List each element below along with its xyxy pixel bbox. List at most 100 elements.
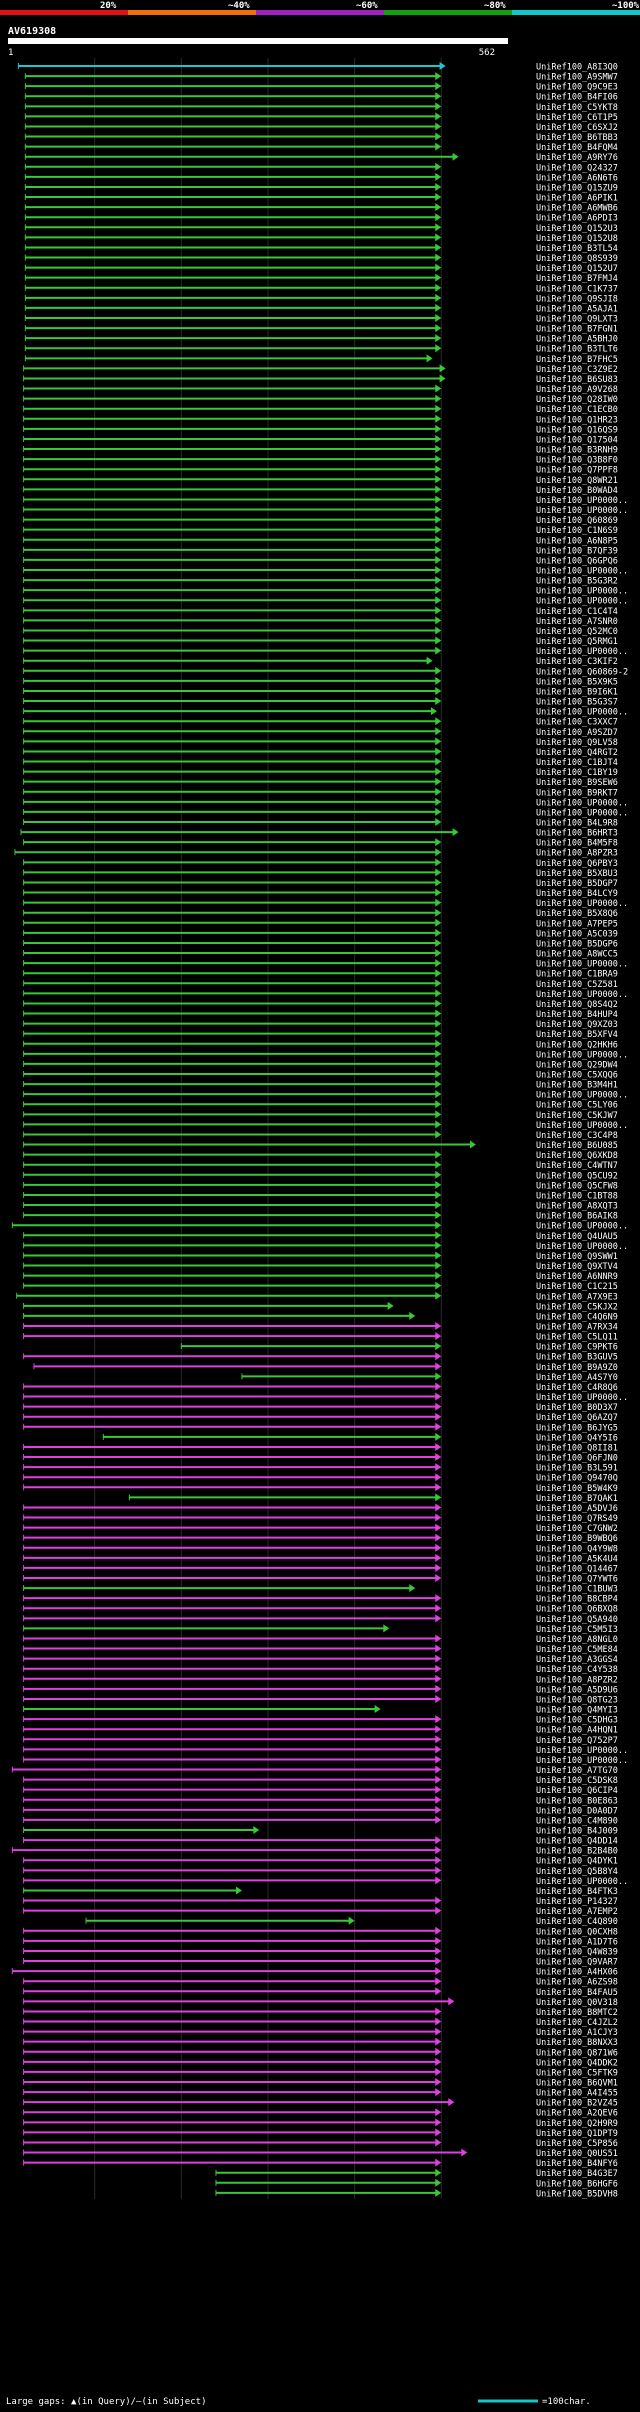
hit-name[interactable]: UniRef100_B4FQM4 <box>536 143 618 153</box>
hit-name[interactable]: UniRef100_UP0000.. <box>536 1756 628 1766</box>
hit-name[interactable]: UniRef100_B0WAD4 <box>536 486 618 496</box>
hit-name[interactable]: UniRef100_B4M5F8 <box>536 839 618 849</box>
hit-name[interactable]: UniRef100_B7QAK1 <box>536 1494 618 1504</box>
hit-row[interactable]: UniRef100_B8CBP4 <box>23 1594 618 1605</box>
hit-row[interactable]: UniRef100_A7PEP5 <box>23 918 618 930</box>
hit-row[interactable]: UniRef100_Q7RS49 <box>23 1513 618 1525</box>
hit-name[interactable]: UniRef100_Q4W839 <box>536 1947 618 1957</box>
hit-name[interactable]: UniRef100_C5Z581 <box>536 980 618 990</box>
hit-name[interactable]: UniRef100_Q9470Q <box>536 1474 618 1484</box>
hit-name[interactable]: UniRef100_B3M4H1 <box>536 1081 618 1091</box>
hit-row[interactable]: UniRef100_B5X9K5 <box>23 676 618 688</box>
hit-name[interactable]: UniRef100_Q9SWW1 <box>536 1252 618 1262</box>
hit-name[interactable]: UniRef100_A7RX34 <box>536 1323 618 1333</box>
hit-row[interactable]: UniRef100_B6HGF6 <box>215 2178 618 2190</box>
hit-row[interactable]: UniRef100_A1D7T6 <box>23 1936 618 1948</box>
hit-row[interactable]: UniRef100_B9SEW6 <box>23 777 618 789</box>
hit-name[interactable]: UniRef100_A3GGS4 <box>536 1655 618 1665</box>
hit-name[interactable]: UniRef100_A7EMP2 <box>536 1907 618 1917</box>
hit-row[interactable]: UniRef100_Q7YWT6 <box>23 1574 618 1585</box>
hit-row[interactable]: UniRef100_Q0CXH8 <box>23 1926 618 1938</box>
hit-name[interactable]: UniRef100_C1N6S9 <box>536 526 618 536</box>
hit-name[interactable]: UniRef100_B6HRT3 <box>536 829 618 839</box>
hit-row[interactable]: UniRef100_C1K737 <box>24 283 618 295</box>
hit-name[interactable]: UniRef100_A6PDI3 <box>536 214 618 224</box>
hit-row[interactable]: UniRef100_A5AJA1 <box>24 303 618 315</box>
hit-name[interactable]: UniRef100_B5X8Q6 <box>536 909 618 919</box>
hit-row[interactable]: UniRef100_B0E863 <box>23 1795 618 1807</box>
hit-row[interactable]: UniRef100_B0D3X7 <box>23 1402 618 1414</box>
hit-row[interactable]: UniRef100_Q60869-2 <box>23 666 629 678</box>
hit-name[interactable]: UniRef100_A5C039 <box>536 929 618 939</box>
hit-name[interactable]: UniRef100_Q9C9E3 <box>536 83 618 93</box>
hit-name[interactable]: UniRef100_A5AJA1 <box>536 304 618 314</box>
hit-row[interactable]: UniRef100_B2B4B0 <box>11 1846 618 1857</box>
hit-name[interactable]: UniRef100_Q6CIP4 <box>536 1786 618 1796</box>
hit-row[interactable]: UniRef100_Q8S4Q2 <box>23 999 618 1010</box>
hit-row[interactable]: UniRef100_B5XFV4 <box>23 1029 618 1041</box>
hit-row[interactable]: UniRef100_C6T1P5 <box>24 112 618 123</box>
hit-row[interactable]: UniRef100_Q4Y5I6 <box>102 1432 618 1444</box>
hit-row[interactable]: UniRef100_A6ZS98 <box>23 1977 618 1988</box>
hit-name[interactable]: UniRef100_B3GUV5 <box>536 1353 618 1363</box>
hit-name[interactable]: UniRef100_B5DGP7 <box>536 879 618 889</box>
hit-name[interactable]: UniRef100_Q8WR21 <box>536 476 618 486</box>
hit-name[interactable]: UniRef100_B5G3R2 <box>536 577 618 587</box>
hit-name[interactable]: UniRef100_Q6FJN0 <box>536 1454 618 1464</box>
hit-name[interactable]: UniRef100_B6JYG5 <box>536 1423 618 1433</box>
hit-row[interactable]: UniRef100_UP0000.. <box>23 596 629 607</box>
hit-row[interactable]: UniRef100_C5FTK9 <box>23 2067 618 2079</box>
hit-row[interactable]: UniRef100_B5XBU3 <box>23 868 618 879</box>
hit-name[interactable]: UniRef100_A7PEP5 <box>536 919 618 929</box>
hit-row[interactable]: UniRef100_C5M5I3 <box>23 1624 618 1635</box>
hit-row[interactable]: UniRef100_Q4W839 <box>23 1946 618 1958</box>
hit-row[interactable]: UniRef100_C1BY19 <box>23 767 618 779</box>
hit-name[interactable]: UniRef100_A4I455 <box>536 2089 618 2099</box>
hit-name[interactable]: UniRef100_Q29DW4 <box>536 1060 618 1070</box>
hit-row[interactable]: UniRef100_Q17504 <box>23 434 618 446</box>
hit-row[interactable]: UniRef100_B6JYG5 <box>23 1422 618 1434</box>
hit-row[interactable]: UniRef100_Q5CU92 <box>23 1170 618 1182</box>
hit-row[interactable]: UniRef100_A5DVJ6 <box>23 1503 618 1514</box>
hit-name[interactable]: UniRef100_Q6BXQ8 <box>536 1605 618 1615</box>
hit-name[interactable]: UniRef100_Q60869 <box>536 516 618 526</box>
hit-name[interactable]: UniRef100_UP0000.. <box>536 647 628 657</box>
hit-row[interactable]: UniRef100_Q14467 <box>23 1563 618 1575</box>
hit-name[interactable]: UniRef100_A4HX06 <box>536 1968 618 1978</box>
hit-name[interactable]: UniRef100_B7FHC5 <box>536 355 618 365</box>
hit-row[interactable]: UniRef100_B4J009 <box>23 1826 618 1837</box>
hit-name[interactable]: UniRef100_A1D7T6 <box>536 1937 618 1947</box>
hit-row[interactable]: UniRef100_Q5RMG1 <box>23 636 618 648</box>
hit-row[interactable]: UniRef100_A5K4U4 <box>23 1553 618 1565</box>
hit-name[interactable]: UniRef100_Q28IW0 <box>536 395 618 405</box>
hit-name[interactable]: UniRef100_B3RNH9 <box>536 446 618 456</box>
hit-name[interactable]: UniRef100_Q4MYI3 <box>536 1706 618 1716</box>
hit-name[interactable]: UniRef100_C1BT88 <box>536 1191 618 1201</box>
hit-row[interactable]: UniRef100_Q8TG23 <box>23 1694 618 1706</box>
hit-name[interactable]: UniRef100_C5P856 <box>536 2139 618 2149</box>
hit-name[interactable]: UniRef100_A9SZD7 <box>536 728 618 738</box>
hit-row[interactable]: UniRef100_B4FI06 <box>24 92 618 103</box>
hit-name[interactable]: UniRef100_Q15ZU9 <box>536 183 618 193</box>
hit-name[interactable]: UniRef100_Q152U8 <box>536 234 618 244</box>
hit-row[interactable]: UniRef100_Q6CIP4 <box>23 1785 618 1797</box>
hit-name[interactable]: UniRef100_Q0US51 <box>536 2149 618 2159</box>
hit-name[interactable]: UniRef100_C5LY06 <box>536 1101 618 1111</box>
hit-name[interactable]: UniRef100_B9RKT7 <box>536 788 618 798</box>
hit-name[interactable]: UniRef100_Q6AZQ7 <box>536 1413 618 1423</box>
hit-row[interactable]: UniRef100_B5X8Q6 <box>23 908 618 920</box>
hit-name[interactable]: UniRef100_UP0000.. <box>536 990 628 1000</box>
hit-name[interactable]: UniRef100_UP0000.. <box>536 567 628 577</box>
hit-row[interactable]: UniRef100_B5DGP6 <box>23 938 618 950</box>
hit-name[interactable]: UniRef100_Q9SJI8 <box>536 294 618 304</box>
hit-name[interactable]: UniRef100_C5ME84 <box>536 1645 618 1655</box>
hit-name[interactable]: UniRef100_C5LQ11 <box>536 1333 618 1343</box>
hit-row[interactable]: UniRef100_C1ECB0 <box>23 404 618 416</box>
hit-row[interactable]: UniRef100_C6SXJ2 <box>24 122 618 133</box>
hit-row[interactable]: UniRef100_A7EMP2 <box>23 1906 618 1918</box>
hit-row[interactable]: UniRef100_A8I3Q0 <box>17 62 618 73</box>
hit-name[interactable]: UniRef100_B8MTC2 <box>536 2008 618 2018</box>
hit-row[interactable]: UniRef100_Q4RGT2 <box>23 747 618 758</box>
hit-name[interactable]: UniRef100_A5D9U6 <box>536 1685 618 1695</box>
hit-row[interactable]: UniRef100_Q28IW0 <box>23 394 618 406</box>
